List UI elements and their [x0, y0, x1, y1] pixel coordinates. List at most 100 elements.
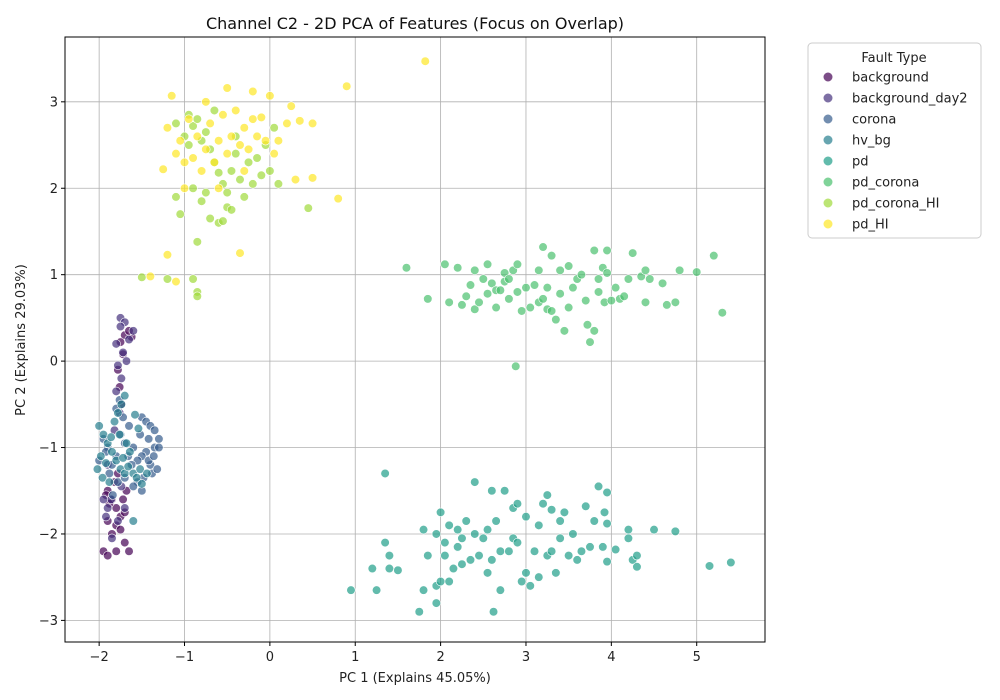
- scatter-point: [709, 251, 719, 261]
- legend-marker: [822, 71, 834, 83]
- scatter-point: [152, 464, 162, 474]
- scatter-point: [546, 251, 557, 261]
- scatter-point: [529, 280, 540, 290]
- scatter-point: [248, 179, 258, 189]
- x-axis-label: PC 1 (Explains 45.05%): [339, 671, 491, 686]
- legend-marker: [822, 218, 834, 230]
- legend-box: [807, 42, 982, 239]
- scatter-point: [640, 265, 651, 275]
- scatter-point: [517, 576, 527, 587]
- scatter-point: [495, 546, 505, 556]
- legend-label: background_day2: [852, 92, 968, 107]
- scatter-point: [256, 170, 266, 180]
- legend-item: background: [822, 71, 929, 86]
- scatter-point: [512, 538, 523, 548]
- scatter-point: [555, 265, 565, 275]
- series-pd-corona: [401, 242, 727, 371]
- scatter-point: [188, 121, 198, 131]
- scatter-point: [602, 557, 612, 567]
- scatter-point: [436, 576, 446, 587]
- scatter-point: [593, 274, 604, 284]
- scatter-point: [461, 291, 471, 301]
- scatter-point: [470, 529, 480, 539]
- scatter-point: [371, 585, 382, 595]
- scatter-point: [118, 494, 128, 504]
- scatter-point: [192, 237, 202, 247]
- scatter-point: [243, 144, 254, 154]
- scatter-point: [576, 546, 587, 556]
- scatter-point: [231, 149, 241, 159]
- scatter-point: [171, 276, 181, 287]
- scatter-point: [606, 296, 616, 306]
- scatter-point: [98, 429, 109, 440]
- scatter-point: [98, 494, 109, 504]
- scatter-point: [418, 525, 429, 535]
- scatter-point: [145, 271, 155, 282]
- y-tick-label: −2: [39, 527, 58, 542]
- scatter-point: [512, 499, 523, 509]
- y-tick-label: 2: [50, 182, 58, 197]
- scatter-point: [109, 417, 120, 427]
- scatter-point: [248, 114, 258, 124]
- scatter-point: [559, 326, 569, 336]
- scatter-point: [175, 209, 185, 219]
- scatter-point: [555, 533, 565, 543]
- scatter-point: [116, 399, 126, 409]
- scatter-point: [218, 216, 228, 226]
- scatter-point: [393, 565, 403, 575]
- scatter-point: [243, 157, 254, 167]
- scatter-point: [551, 568, 561, 578]
- scatter-point: [303, 203, 313, 213]
- scatter-point: [423, 294, 433, 304]
- scatter-point: [726, 557, 736, 568]
- scatter-point: [273, 179, 284, 189]
- scatter-point: [500, 486, 510, 496]
- scatter-point: [453, 263, 463, 273]
- scatter-point: [286, 101, 296, 111]
- scatter-point: [111, 386, 121, 396]
- scatter-point: [101, 458, 111, 468]
- scatter-point: [623, 274, 634, 284]
- scatter-point: [196, 166, 207, 176]
- scatter-point: [188, 274, 198, 284]
- scatter-point: [201, 144, 211, 154]
- legend-item: hv_bg: [822, 134, 891, 149]
- scatter-point: [555, 289, 565, 299]
- scatter-point: [162, 123, 173, 133]
- scatter-point: [201, 187, 211, 198]
- scatter-point: [137, 479, 147, 489]
- scatter-point: [167, 91, 177, 101]
- scatter-point: [602, 518, 612, 529]
- scatter-point: [144, 434, 154, 444]
- scatter-point: [124, 334, 134, 345]
- series-hv-bg: [92, 391, 152, 526]
- scatter-point: [96, 451, 106, 461]
- scatter-point: [384, 563, 394, 574]
- scatter-point: [457, 533, 467, 543]
- scatter-point: [623, 525, 634, 535]
- legend-label: pd_corona_HI: [852, 197, 939, 212]
- scatter-point: [542, 490, 552, 500]
- y-axis-label: PC 2 (Explains 29.03%): [14, 264, 29, 416]
- scatter-point: [201, 97, 211, 107]
- scatter-point: [534, 265, 544, 275]
- scatter-point: [576, 270, 587, 280]
- y-tick-label: 0: [50, 355, 58, 370]
- scatter-point: [564, 302, 574, 313]
- scatter-point: [123, 461, 133, 472]
- scatter-point: [551, 315, 561, 325]
- scatter-point: [111, 339, 121, 349]
- scatter-point: [521, 283, 531, 293]
- scatter-point: [269, 123, 279, 133]
- scatter-point: [101, 512, 111, 522]
- scatter-point: [478, 533, 488, 543]
- scatter-point: [113, 516, 123, 526]
- legend-item: background_day2: [822, 92, 968, 107]
- scatter-point: [154, 434, 164, 444]
- scatter-point: [222, 187, 232, 198]
- scatter-point: [367, 563, 377, 574]
- legend-marker: [822, 113, 834, 125]
- scatter-point: [593, 481, 604, 492]
- legend-item: corona: [822, 113, 896, 128]
- scatter-point: [585, 542, 595, 552]
